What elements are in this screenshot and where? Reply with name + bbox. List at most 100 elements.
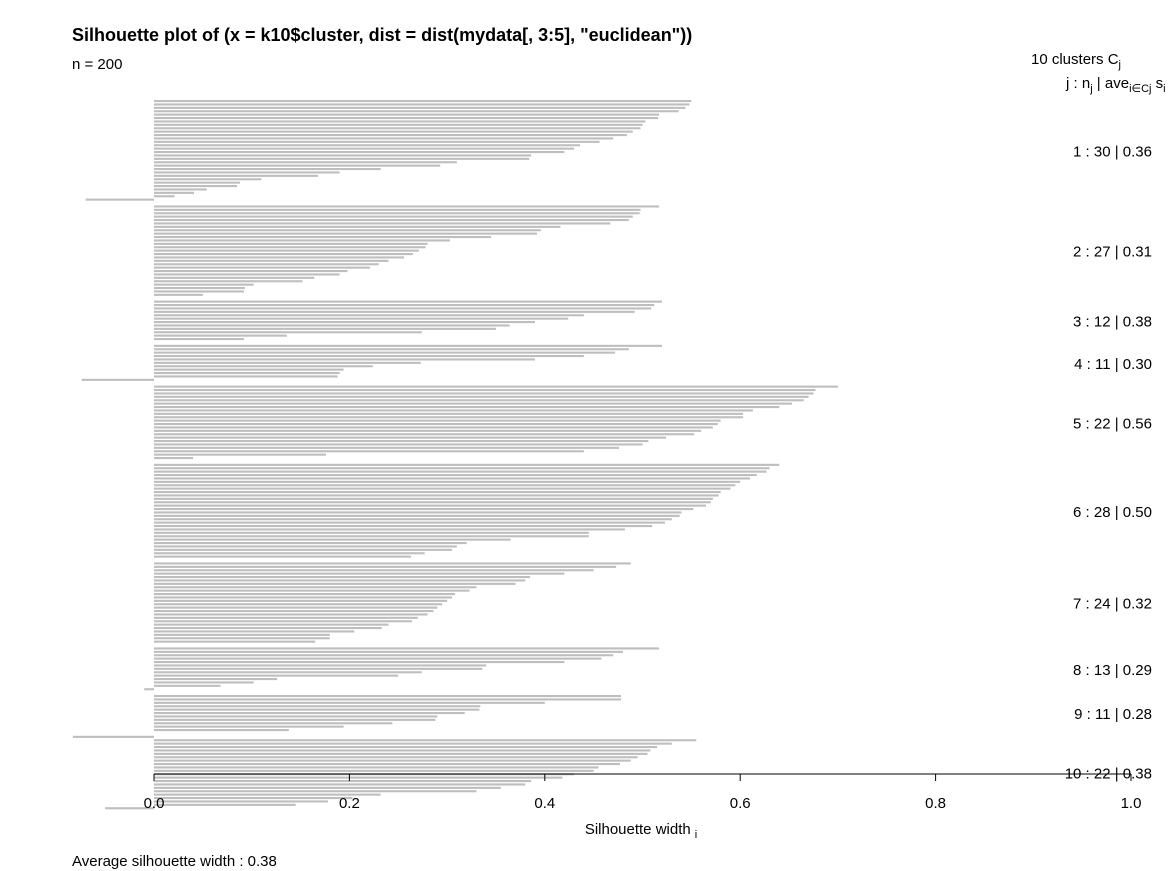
silhouette-bar: [154, 470, 767, 473]
silhouette-bar: [154, 100, 692, 103]
silhouette-bar: [154, 525, 653, 528]
silhouette-bar: [154, 273, 340, 276]
silhouette-bar: [154, 701, 545, 704]
silhouette-bar: [154, 627, 382, 630]
silhouette-bar: [154, 276, 315, 279]
silhouette-bar: [154, 535, 589, 538]
silhouette-bar: [154, 610, 434, 613]
silhouette-bar: [154, 729, 289, 732]
silhouette-bar: [154, 283, 254, 286]
silhouette-bar: [154, 790, 477, 793]
silhouette-bar: [154, 365, 373, 368]
silhouette-bar: [154, 446, 620, 449]
silhouette-bar: [154, 212, 640, 215]
silhouette-bar: [154, 494, 719, 497]
silhouette-bar: [154, 742, 672, 745]
silhouette-bar: [154, 457, 194, 460]
silhouette-bar: [154, 402, 792, 405]
silhouette-bar: [154, 259, 389, 262]
silhouette-bar: [154, 280, 303, 283]
silhouette-bar: [154, 718, 436, 721]
silhouette-bar: [154, 596, 452, 599]
silhouette-bar: [154, 725, 344, 728]
silhouette-bar: [154, 712, 465, 715]
silhouette-bar: [154, 426, 713, 429]
silhouette-bar: [154, 348, 629, 351]
cluster-labels: 1 : 30 | 0.36 2 : 27 | 0.31 3 : 12 | 0.38 4…: [1065, 143, 1152, 782]
x-axis-label: Silhouette width i: [585, 821, 697, 841]
silhouette-bar: [154, 103, 690, 106]
silhouette-bar: [154, 154, 532, 157]
silhouette-bar: [154, 355, 584, 358]
silhouette-bar: [154, 477, 750, 480]
silhouette-bar: [154, 552, 425, 555]
silhouette-bar: [154, 300, 663, 303]
silhouette-bar: [154, 633, 330, 636]
cluster-label-7: 7 : 24 | 0.32: [1073, 596, 1152, 613]
silhouette-bar: [154, 225, 561, 228]
silhouette-bar: [154, 314, 584, 317]
silhouette-bar: [154, 423, 718, 426]
silhouette-bar: [154, 569, 594, 572]
silhouette-bar: [154, 511, 682, 514]
silhouette-bar: [154, 589, 470, 592]
silhouette-bar: [154, 599, 448, 602]
x-tick-label: 0.2: [339, 795, 360, 812]
silhouette-bar: [154, 324, 510, 327]
silhouette-bar: [154, 358, 536, 361]
silhouette-bar: [154, 579, 526, 582]
bars-group: [72, 100, 838, 810]
silhouette-bar: [154, 416, 744, 419]
silhouette-bar: [154, 749, 651, 752]
silhouette-bar: [154, 385, 838, 388]
silhouette-bar: [154, 140, 600, 143]
silhouette-bar: [154, 487, 731, 490]
silhouette-bar: [154, 399, 804, 402]
silhouette-bar: [154, 113, 660, 116]
silhouette-bar: [154, 769, 594, 772]
silhouette-bar: [154, 310, 635, 313]
silhouette-bar: [81, 378, 154, 381]
silhouette-bar: [154, 531, 589, 534]
silhouette-bar: [154, 229, 541, 232]
silhouette-bar: [154, 453, 326, 456]
silhouette-bar: [154, 392, 814, 395]
silhouette-bar: [154, 232, 537, 235]
silhouette-bar: [154, 504, 707, 507]
silhouette-bar: [154, 572, 565, 575]
legend-header-line1: 10 clusters Cj: [1031, 51, 1121, 71]
silhouette-bar: [154, 586, 477, 589]
silhouette-bar: [154, 195, 175, 198]
silhouette-bar: [154, 467, 770, 470]
chart-subtitle: n = 200: [72, 56, 122, 73]
cluster-label-6: 6 : 28 | 0.50: [1073, 504, 1152, 521]
silhouette-bar: [154, 776, 563, 779]
silhouette-bar: [154, 123, 643, 126]
silhouette-bar: [154, 344, 663, 347]
silhouette-bar: [154, 409, 753, 412]
silhouette-bar: [154, 185, 238, 188]
silhouette-bar: [154, 443, 643, 446]
x-axis: 0.0 0.2 0.4 0.6 0.8 1.0: [144, 773, 1141, 812]
silhouette-bar: [154, 695, 622, 698]
silhouette-bar: [154, 389, 816, 392]
silhouette-bar: [154, 236, 492, 239]
silhouette-bar: [154, 630, 355, 633]
silhouette-bar: [154, 317, 569, 320]
silhouette-bar: [154, 620, 412, 623]
silhouette-bar: [154, 746, 658, 749]
silhouette-bar: [154, 110, 679, 113]
silhouette-bar: [144, 688, 154, 691]
silhouette-bar: [154, 661, 565, 664]
silhouette-bar: [154, 480, 741, 483]
silhouette-bar: [154, 208, 641, 211]
silhouette-bar: [154, 351, 616, 354]
silhouette-bar: [154, 144, 580, 147]
silhouette-bar: [154, 613, 428, 616]
silhouette-bar: [154, 637, 330, 640]
silhouette-bar: [154, 664, 487, 667]
silhouette-bar: [154, 242, 428, 245]
cluster-label-4: 4 : 11 | 0.30: [1074, 356, 1152, 373]
silhouette-bar: [154, 508, 694, 511]
